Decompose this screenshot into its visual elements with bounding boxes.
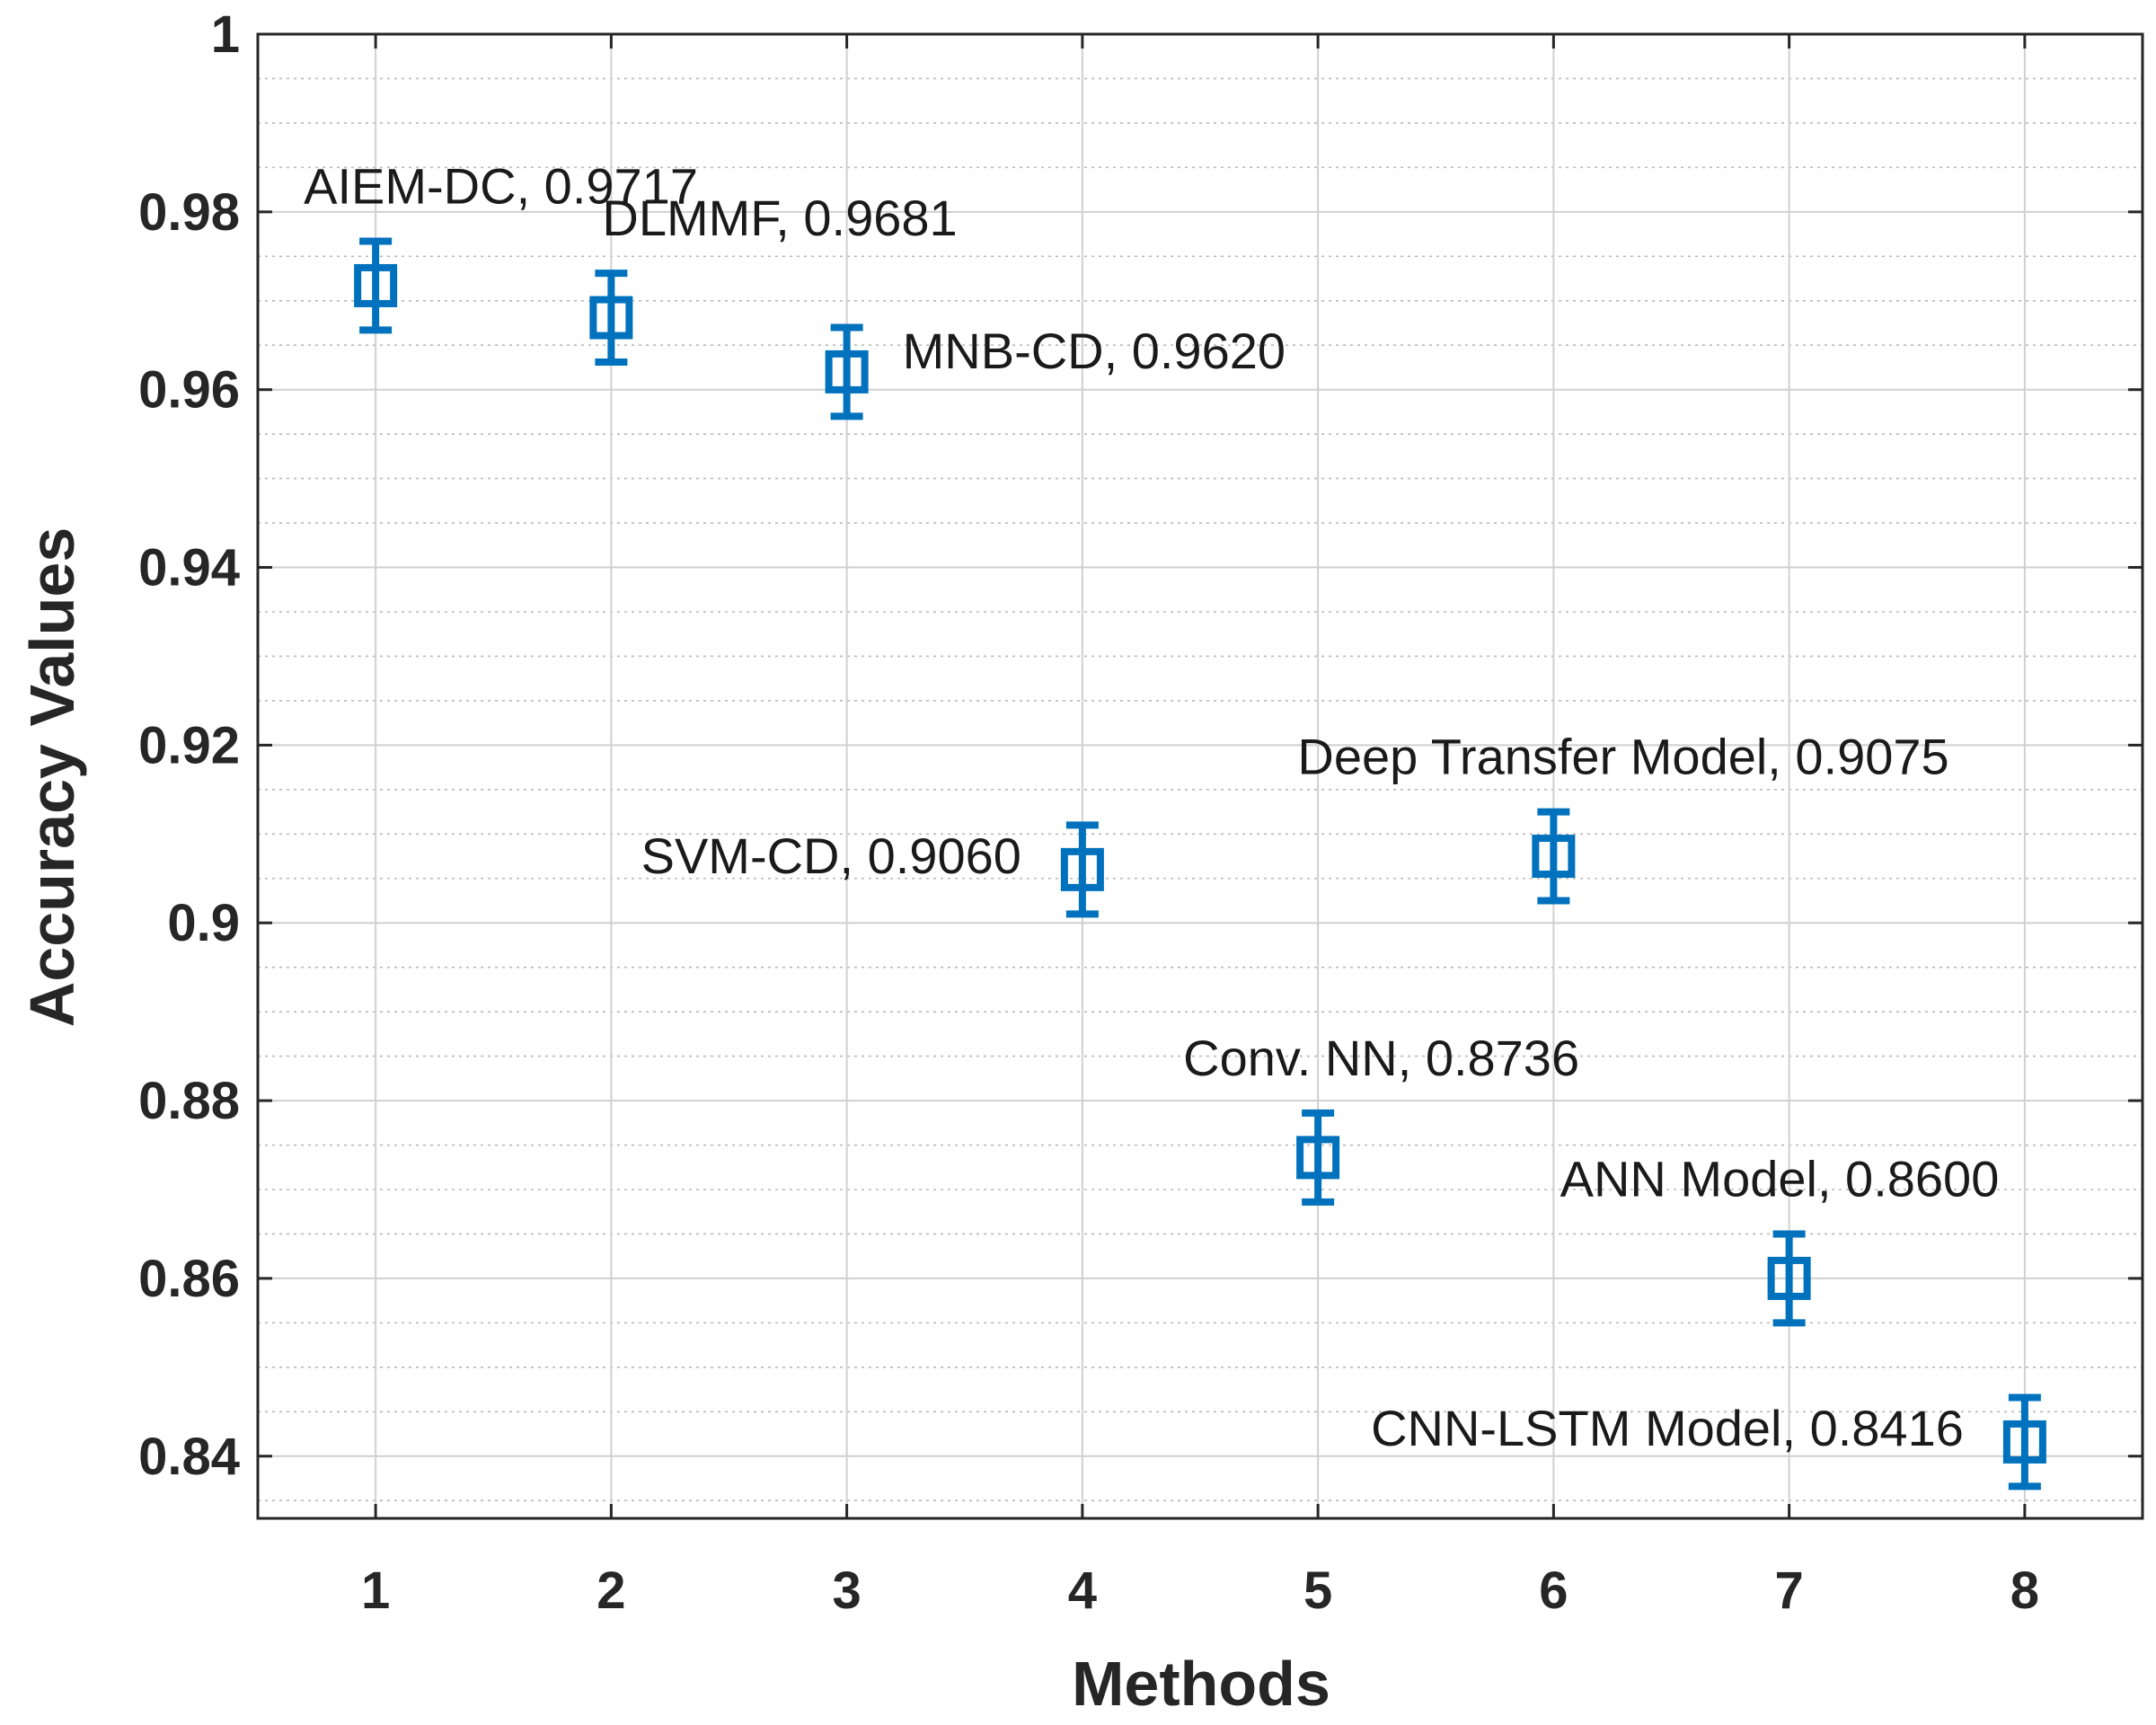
y-tick-label: 0.88 — [138, 1072, 240, 1130]
y-axis-title: Accuracy Values — [17, 527, 87, 1027]
data-point — [2002, 1393, 2046, 1491]
y-tick-label: 0.84 — [138, 1428, 240, 1486]
data-point — [825, 323, 869, 420]
x-tick-label: 5 — [1303, 1561, 1332, 1620]
square-marker — [354, 263, 398, 307]
square-marker — [1767, 1256, 1811, 1300]
x-tick-label: 3 — [832, 1561, 861, 1620]
data-point — [1060, 821, 1104, 918]
plot-frame — [256, 32, 2144, 1520]
point-label: DLMMF, 0.9681 — [602, 190, 957, 246]
marks-layer — [354, 237, 2046, 1491]
square-marker — [825, 349, 869, 394]
point-label: CNN-LSTM Model, 0.8416 — [1371, 1400, 1964, 1456]
y-tick-label: 0.96 — [138, 361, 240, 420]
square-marker — [1532, 835, 1576, 879]
y-tick-label: 0.86 — [138, 1250, 240, 1308]
square-marker — [1060, 847, 1104, 891]
point-label: Conv. NN, 0.8736 — [1183, 1030, 1579, 1086]
data-point — [589, 270, 633, 367]
x-axis-title: Methods — [1072, 1649, 1330, 1719]
data-point — [1296, 1109, 1340, 1206]
data-point — [1767, 1230, 1811, 1327]
x-tick-label: 7 — [1774, 1561, 1803, 1620]
data-point — [1532, 808, 1576, 905]
y-tick-label: 0.94 — [138, 539, 240, 597]
point-label: MNB-CD, 0.9620 — [903, 323, 1286, 379]
square-marker — [589, 296, 633, 340]
y-tick-label: 0.9 — [167, 894, 240, 952]
data-point — [354, 237, 398, 334]
point-label: Deep Transfer Model, 0.9075 — [1297, 729, 1948, 785]
point-label: SVM-CD, 0.9060 — [641, 827, 1021, 884]
x-tick-label: 8 — [2010, 1561, 2039, 1620]
x-tick-label: 1 — [361, 1561, 390, 1620]
x-tick-label: 2 — [596, 1561, 625, 1620]
y-tick-label: 1 — [211, 5, 240, 64]
x-tick-label: 4 — [1068, 1561, 1097, 1620]
y-tick-label: 0.98 — [138, 183, 240, 242]
square-marker — [1296, 1136, 1340, 1180]
axes-layer: 0.84 0.86 0.88 0.9 0.92 0.94 0.96 0.98 1 1 2 3 4 5 6 7 8 — [138, 5, 2144, 1620]
square-marker — [2002, 1420, 2046, 1464]
x-tick-label: 6 — [1539, 1561, 1568, 1620]
y-tick-label: 0.92 — [138, 716, 240, 774]
point-label: AIEM-DC, 0.9717 — [304, 157, 698, 214]
point-label: ANN Model, 0.8600 — [1560, 1150, 2000, 1207]
